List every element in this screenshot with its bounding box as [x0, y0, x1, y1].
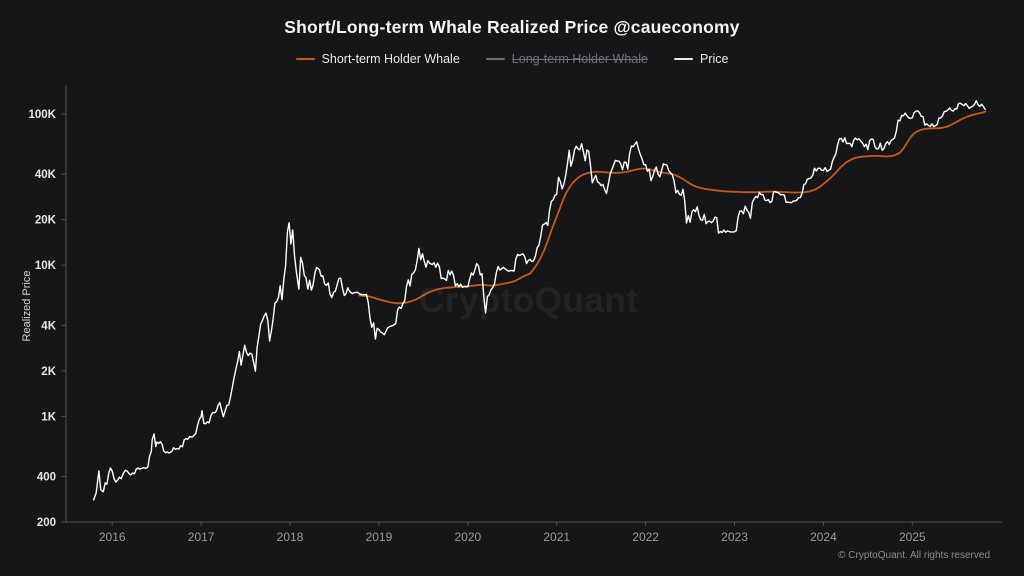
chart-title: Short/Long-term Whale Realized Price @ca…: [284, 17, 740, 37]
series-line-price: [92, 100, 986, 501]
legend-item-lth-whale[interactable]: Long-term Holder Whale: [485, 52, 648, 66]
x-tick-label: 2025: [899, 530, 926, 544]
y-tick-label: 2K: [41, 366, 56, 378]
legend-item-sth-whale[interactable]: Short-term Holder Whale: [295, 52, 460, 66]
y-tick-label: 400: [37, 471, 56, 483]
x-tick-label: 2023: [721, 530, 748, 544]
legend-dash-icon: [295, 58, 315, 60]
legend-dash-icon: [485, 58, 505, 60]
y-tick-label: 20K: [35, 215, 57, 227]
x-tick-label: 2018: [277, 530, 304, 544]
copyright-note: © CryptoQuant. All rights reserved: [838, 550, 990, 561]
legend-label: Price: [699, 52, 729, 66]
x-tick-label: 2020: [454, 530, 481, 544]
legend-label: Short-term Holder Whale: [321, 52, 460, 66]
x-tick-label: 2024: [810, 530, 837, 544]
y-tick-label: 1K: [41, 411, 56, 423]
chart-legend: Short-term Holder Whale Long-term Holder …: [0, 50, 1024, 68]
x-tick-label: 2022: [632, 530, 659, 544]
y-tick-label: 10K: [35, 260, 57, 272]
series-line-sth-whale: [358, 110, 987, 305]
legend-label: Long-term Holder Whale: [511, 52, 648, 66]
x-tick-label: 2017: [188, 530, 215, 544]
legend-item-price[interactable]: Price: [673, 52, 729, 66]
x-tick-label: 2016: [99, 530, 126, 544]
y-tick-label: 40K: [35, 169, 57, 181]
y-tick-label: 200: [37, 517, 56, 529]
legend-dash-icon: [673, 58, 693, 60]
x-tick-label: 2019: [366, 530, 393, 544]
y-tick-label: 4K: [41, 320, 56, 332]
y-tick-label: 100K: [29, 109, 57, 121]
x-tick-label: 2021: [543, 530, 570, 544]
